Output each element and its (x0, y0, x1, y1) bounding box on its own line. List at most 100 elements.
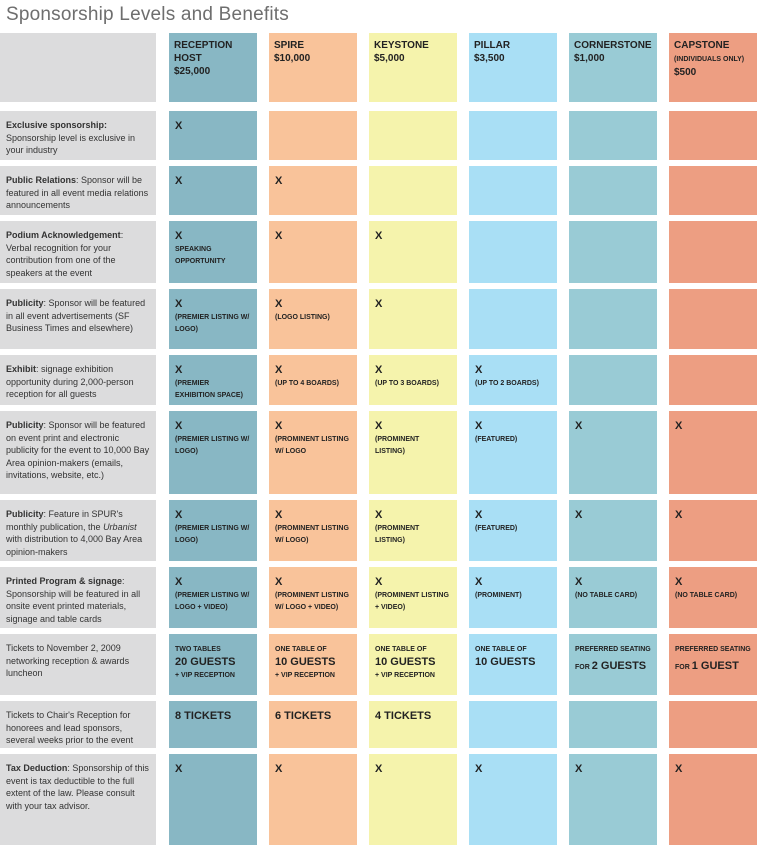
benefit-note: (UP TO 3 BOARDS) (375, 380, 439, 387)
row-label: Tax Deduction: Sponsorship of this event… (0, 754, 156, 845)
check-mark: X (575, 763, 583, 775)
benefit-cell: X (UP TO 2 BOARDS) (469, 355, 557, 405)
benefit-cell: X (PROMINENT LISTING W/ LOGO + VIDEO) (269, 567, 357, 628)
benefit-note: (LOGO LISTING) (275, 314, 330, 321)
benefit-cell: X (569, 754, 657, 845)
row-label-bold: Podium Acknowledgement (6, 230, 121, 240)
benefit-cell (469, 701, 557, 748)
benefit-note: (NO TABLE CARD) (575, 592, 638, 599)
check-mark: X (275, 420, 283, 432)
ticket-pre: PREFERRED SEATING (575, 646, 651, 653)
check-mark: X (575, 509, 583, 521)
ticket-count: 1 GUEST (691, 660, 739, 672)
row-label-text: : Sponsor will be featured in all event … (6, 175, 149, 210)
benefit-cell (669, 111, 757, 160)
level-price: $3,500 (474, 53, 505, 64)
benefit-cell (669, 221, 757, 283)
ticket-pre: ONE TABLE OF (275, 646, 327, 653)
benefit-cell: X (569, 411, 657, 494)
benefit-cell (569, 701, 657, 748)
ticket-pre: FOR (675, 664, 692, 671)
benefit-cell: ONE TABLE OF 10 GUESTS + VIP RECEPTION (369, 634, 457, 695)
level-name: KEYSTONE (374, 40, 429, 51)
check-mark: X (175, 120, 183, 132)
check-mark: X (575, 420, 583, 432)
benefit-cell (569, 355, 657, 405)
row-label-text: with distribution to 4,000 Bay Area opin… (6, 534, 143, 557)
check-mark: X (375, 763, 383, 775)
benefit-cell: X (NO TABLE CARD) (569, 567, 657, 628)
benefit-cell: 8 TICKETS (169, 701, 257, 748)
level-price: $5,000 (374, 53, 405, 64)
check-mark: X (475, 364, 483, 376)
benefit-cell: X (NO TABLE CARD) (669, 567, 757, 628)
row-label: Tickets to Chair's Reception for honoree… (0, 701, 156, 748)
benefit-note: (UP TO 4 BOARDS) (275, 380, 339, 387)
check-mark: X (675, 420, 683, 432)
level-header-spire: SPIRE $10,000 (269, 33, 357, 102)
benefit-cell (469, 111, 557, 160)
check-mark: X (375, 230, 383, 242)
row-label-text: Sponsorship level is exclusive in your i… (6, 132, 136, 156)
row-label-italic: Urbanist (103, 521, 137, 532)
benefit-cell: X (669, 411, 757, 494)
check-mark: X (675, 576, 683, 588)
check-mark: X (375, 509, 383, 521)
benefit-cell (669, 701, 757, 748)
ticket-line: FOR 1 GUEST (675, 656, 751, 674)
check-mark: X (275, 763, 283, 775)
row-label-bold: Printed Program & signage (6, 576, 123, 586)
benefit-cell: X (FEATURED) (469, 411, 557, 494)
ticket-count: 10 GUESTS (475, 656, 536, 668)
ticket-count: 10 GUESTS (375, 656, 436, 668)
benefit-cell: X (UP TO 3 BOARDS) (369, 355, 457, 405)
benefit-cell: X (PROMINENT LISTING W/ LOGO) (269, 500, 357, 561)
level-name: PILLAR (474, 40, 511, 51)
benefit-cell (469, 166, 557, 215)
ticket-pre: ONE TABLE OF (375, 646, 427, 653)
check-mark: X (475, 509, 483, 521)
row-label-bold: Exclusive sponsorship: (6, 120, 108, 130)
ticket-count: 2 GUESTS (591, 660, 647, 672)
row-label-text: : Sponsor will be featured on event prin… (6, 420, 150, 480)
benefit-note: (PREMIER LISTING W/ LOGO + VIDEO) (175, 592, 250, 611)
level-header-cornerstone: CORNERSTONE $1,000 (569, 33, 657, 102)
row-label-text: Tickets to November 2, 2009 networking r… (6, 643, 130, 678)
row-label: Publicity: Feature in SPUR's monthly pub… (0, 500, 156, 561)
benefit-note: (PROMINENT LISTING W/ LOGO) (275, 525, 349, 544)
benefit-cell: X SPEAKING OPPORTUNITY (169, 221, 257, 283)
benefit-cell (569, 111, 657, 160)
check-mark: X (475, 420, 483, 432)
row-label: Exclusive sponsorship: Sponsorship level… (0, 111, 156, 160)
benefit-cell (369, 111, 457, 160)
row-label-text: : Feature in SPUR's monthly publication,… (6, 509, 123, 532)
benefit-cell: X (369, 754, 457, 845)
benefit-note: SPEAKING OPPORTUNITY (175, 246, 226, 265)
row-label-bold: Exhibit (6, 364, 37, 374)
level-header-capstone: CAPSTONE (INDIVIDUALS ONLY) $500 (669, 33, 757, 102)
row-label: Tickets to November 2, 2009 networking r… (0, 634, 156, 695)
benefit-note: (PREMIER LISTING W/ LOGO) (175, 436, 250, 455)
benefit-cell (469, 289, 557, 349)
benefit-cell: X (PROMINENT LISTING W/ LOGO (269, 411, 357, 494)
row-label: Publicity: Sponsor will be featured in a… (0, 289, 156, 349)
check-mark: X (375, 298, 383, 310)
check-mark: X (175, 763, 183, 775)
check-mark: X (675, 763, 683, 775)
benefit-note: (PREMIER LISTING W/ LOGO) (175, 314, 250, 333)
benefit-cell: X (469, 754, 557, 845)
check-mark: X (275, 298, 283, 310)
row-label: Publicity: Sponsor will be featured on e… (0, 411, 156, 494)
check-mark: X (375, 364, 383, 376)
benefit-note: (PROMINENT) (475, 592, 522, 599)
level-name: RECEPTION HOST (174, 40, 233, 64)
benefit-cell (569, 221, 657, 283)
benefit-cell: X (PROMINENT LISTING) (369, 500, 457, 561)
benefit-cell (569, 166, 657, 215)
check-mark: X (175, 298, 183, 310)
level-note: (INDIVIDUALS ONLY) (674, 56, 745, 63)
benefit-note: (NO TABLE CARD) (675, 592, 738, 599)
benefit-cell: X (LOGO LISTING) (269, 289, 357, 349)
ticket-count: 10 GUESTS (275, 656, 336, 668)
benefit-cell: X (PREMIER LISTING W/ LOGO) (169, 411, 257, 494)
